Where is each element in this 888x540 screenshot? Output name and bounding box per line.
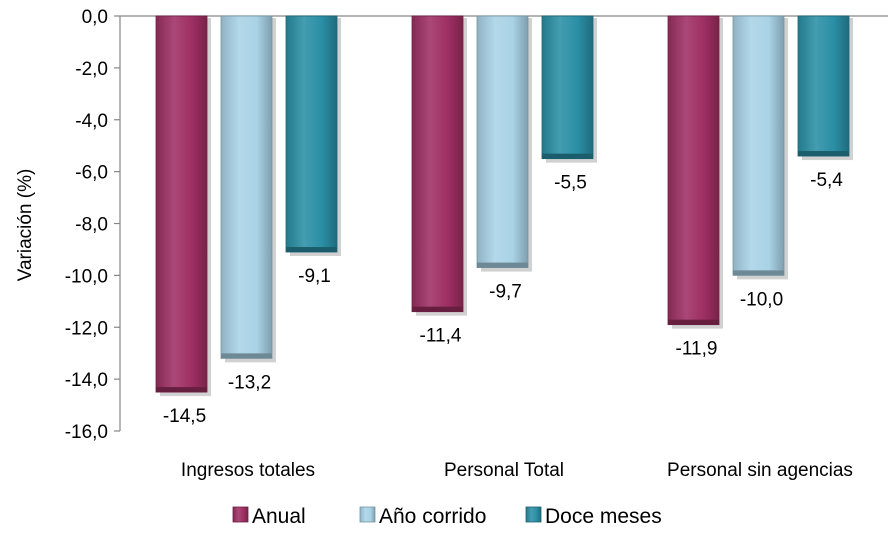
bar <box>155 15 208 393</box>
bars-layer <box>155 15 853 397</box>
labels-layer: Ingresos totales Personal Total Personal s… <box>163 170 853 481</box>
data-label: -9,1 <box>298 266 331 287</box>
data-label: -13,2 <box>228 372 271 393</box>
bar <box>285 15 338 253</box>
y-tick-label: -14,0 <box>65 370 108 391</box>
x-category-label: Ingresos totales <box>181 460 315 481</box>
bar <box>797 15 850 157</box>
legend-swatch <box>525 506 542 523</box>
data-label: -5,5 <box>554 173 587 194</box>
bar <box>476 15 529 268</box>
x-category-label: Personal sin agencias <box>667 460 853 481</box>
data-label: -14,5 <box>163 406 206 427</box>
bar-cap <box>221 353 272 359</box>
bar <box>732 15 785 276</box>
data-label: -9,7 <box>489 282 522 303</box>
bar <box>541 15 594 160</box>
bar-cap <box>412 306 463 312</box>
legend-item: Año corrido <box>359 505 486 528</box>
y-tick-label: -6,0 <box>75 163 108 184</box>
legend-item: Doce meses <box>525 505 662 528</box>
bar-cap <box>286 247 337 253</box>
y-tick-label: -4,0 <box>75 111 108 132</box>
bar-cap <box>542 153 593 159</box>
y-tick-label: -12,0 <box>65 318 108 339</box>
data-label: -11,9 <box>676 339 718 360</box>
bar <box>411 15 464 313</box>
bar-cap <box>668 319 719 325</box>
legend-label: Anual <box>252 505 306 528</box>
legend-item: Anual <box>232 505 306 528</box>
y-tick-label: -8,0 <box>75 215 108 236</box>
bar-cap <box>477 262 528 268</box>
bar-cap <box>798 151 849 157</box>
y-tick-label: 0,0 <box>82 7 108 28</box>
legend-swatch <box>232 506 249 523</box>
legend-label: Año corrido <box>379 505 486 528</box>
x-category-label: Personal Total <box>444 460 564 481</box>
data-label: -10,0 <box>740 289 783 310</box>
data-label: -5,4 <box>810 170 843 191</box>
legend-label: Doce meses <box>545 505 662 528</box>
data-label: -11,4 <box>420 326 462 347</box>
y-axis-title: Variación (%) <box>15 169 36 282</box>
legend-swatch <box>359 506 376 523</box>
bar-cap <box>156 387 207 393</box>
y-tick-label: -10,0 <box>65 266 108 287</box>
bar-cap <box>733 270 784 276</box>
y-tick-label: -16,0 <box>65 422 108 443</box>
y-tick-label: -2,0 <box>75 59 108 80</box>
legend: Anual Año corrido Doce meses <box>232 505 662 528</box>
bar <box>667 15 720 326</box>
bar <box>220 15 273 359</box>
